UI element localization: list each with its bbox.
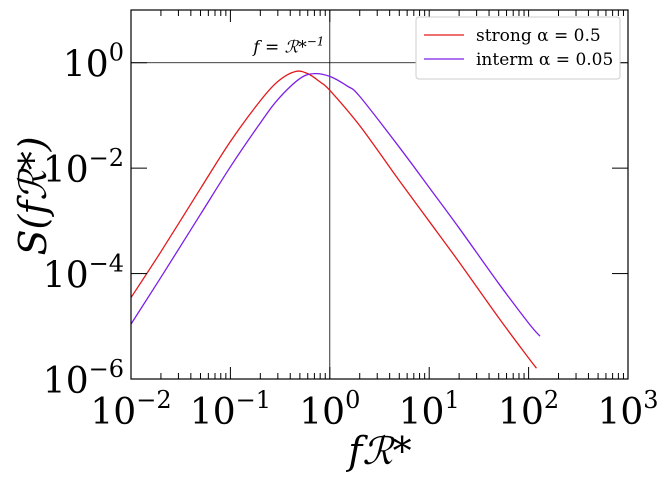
x-tick-label: 10−2	[90, 386, 171, 433]
annotation-text: f = ℛ*−1	[251, 35, 324, 58]
plot-frame	[130, 9, 629, 380]
x-tick-label: 101	[399, 386, 460, 433]
legend-label-0: strong α = 0.5	[476, 26, 601, 46]
legend: strong α = 0.5 interm α = 0.05	[415, 16, 621, 80]
series-layer	[131, 70, 541, 369]
y-axis-label: S(fℛ*)	[11, 136, 55, 255]
y-tick-label: 10−4	[43, 250, 124, 297]
legend-box	[415, 16, 621, 80]
x-tick-label: 100	[299, 386, 360, 433]
x-tick-label: 10−1	[190, 386, 271, 433]
reference-annotation: f = ℛ*−1	[251, 35, 324, 58]
x-axis-label: fℛ*	[345, 429, 411, 473]
tick-labels: 10−2 10−1 100 101 102 103 10−6 10−4 10−2 100	[43, 39, 659, 433]
legend-label-1: interm α = 0.05	[476, 50, 613, 70]
y-tick-label: 10−2	[43, 144, 124, 191]
x-tick-label: 103	[597, 386, 658, 433]
y-tick-label: 100	[63, 39, 124, 86]
series-line-1	[131, 72, 541, 337]
x-tick-label: 102	[498, 386, 559, 433]
y-tick-label: 10−6	[43, 355, 124, 402]
series-line-0	[131, 70, 537, 369]
